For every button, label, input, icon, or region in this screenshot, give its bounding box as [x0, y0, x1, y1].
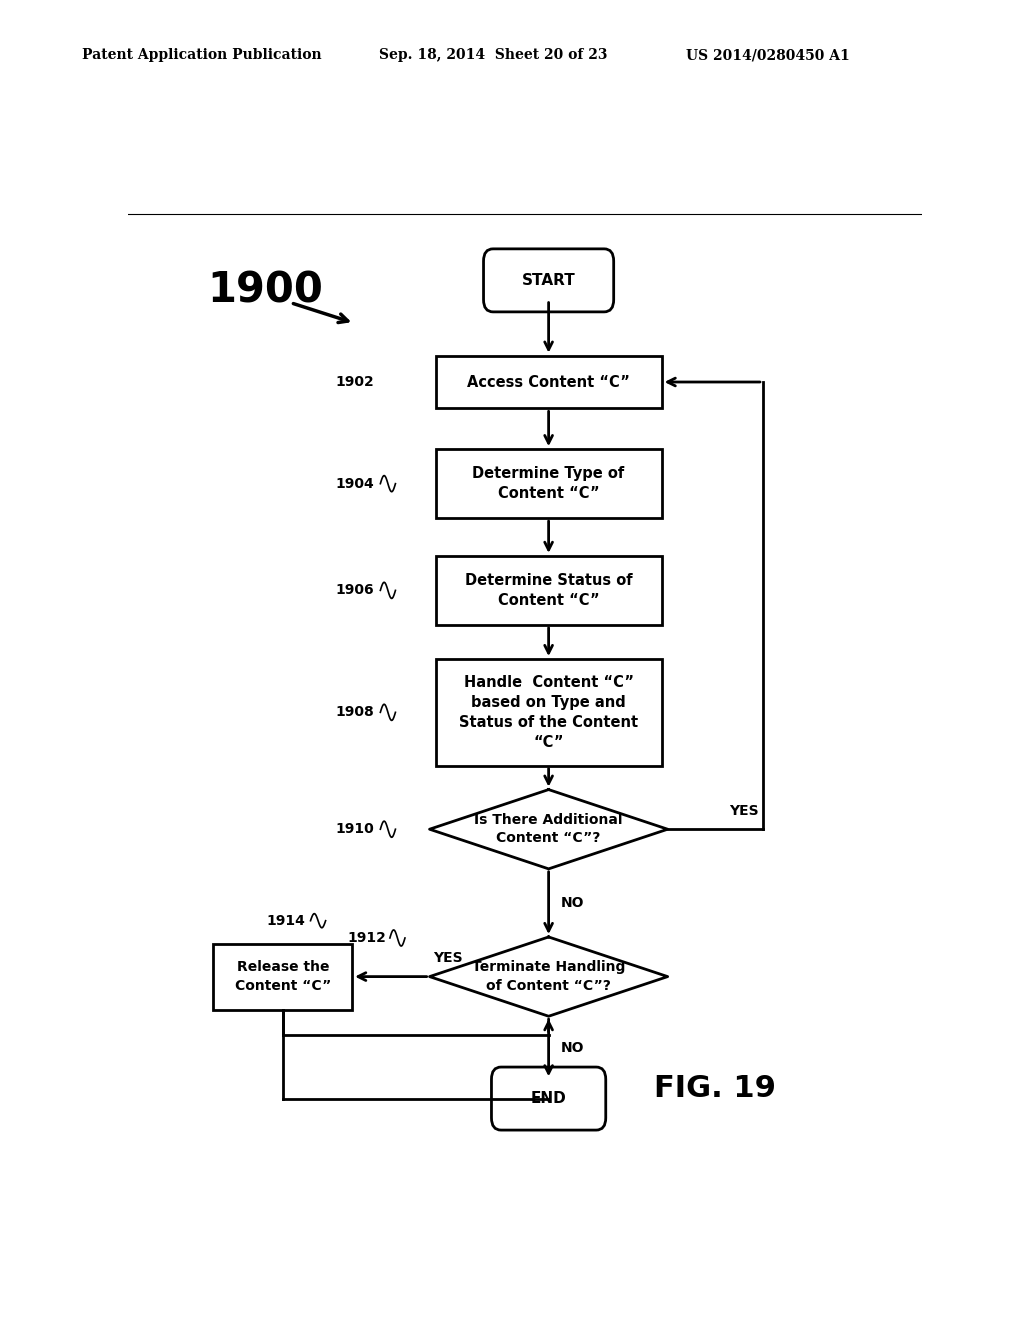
FancyBboxPatch shape [492, 1067, 606, 1130]
Text: NO: NO [560, 1040, 584, 1055]
Text: START: START [522, 273, 575, 288]
FancyBboxPatch shape [435, 659, 662, 766]
Text: 1912: 1912 [347, 931, 386, 945]
Text: 1900: 1900 [207, 269, 324, 312]
FancyBboxPatch shape [435, 355, 662, 408]
Text: Determine Type of
Content “C”: Determine Type of Content “C” [472, 466, 625, 502]
Text: 1908: 1908 [335, 705, 374, 719]
Text: Access Content “C”: Access Content “C” [467, 375, 630, 389]
Text: 1904: 1904 [335, 477, 374, 491]
Text: 1914: 1914 [267, 913, 306, 928]
FancyBboxPatch shape [483, 249, 613, 312]
Text: FIG. 19: FIG. 19 [654, 1074, 776, 1104]
Text: 1910: 1910 [335, 822, 374, 837]
Text: US 2014/0280450 A1: US 2014/0280450 A1 [686, 49, 850, 62]
Text: Terminate Handling
of Content “C”?: Terminate Handling of Content “C”? [472, 961, 626, 993]
Text: END: END [530, 1092, 566, 1106]
Text: Patent Application Publication: Patent Application Publication [82, 49, 322, 62]
Text: NO: NO [560, 896, 584, 909]
Text: Release the
Content “C”: Release the Content “C” [234, 961, 331, 993]
Text: Handle  Content “C”
based on Type and
Status of the Content
“C”: Handle Content “C” based on Type and Sta… [459, 675, 638, 750]
Text: YES: YES [729, 804, 759, 818]
Text: Is There Additional
Content “C”?: Is There Additional Content “C”? [474, 813, 623, 845]
Polygon shape [430, 789, 668, 869]
FancyBboxPatch shape [435, 449, 662, 519]
Polygon shape [430, 937, 668, 1016]
FancyBboxPatch shape [213, 944, 352, 1010]
FancyBboxPatch shape [435, 556, 662, 624]
Text: 1906: 1906 [336, 583, 374, 598]
Text: 1902: 1902 [335, 375, 374, 389]
Text: YES: YES [433, 952, 463, 965]
Text: Determine Status of
Content “C”: Determine Status of Content “C” [465, 573, 633, 607]
Text: Sep. 18, 2014  Sheet 20 of 23: Sep. 18, 2014 Sheet 20 of 23 [379, 49, 607, 62]
